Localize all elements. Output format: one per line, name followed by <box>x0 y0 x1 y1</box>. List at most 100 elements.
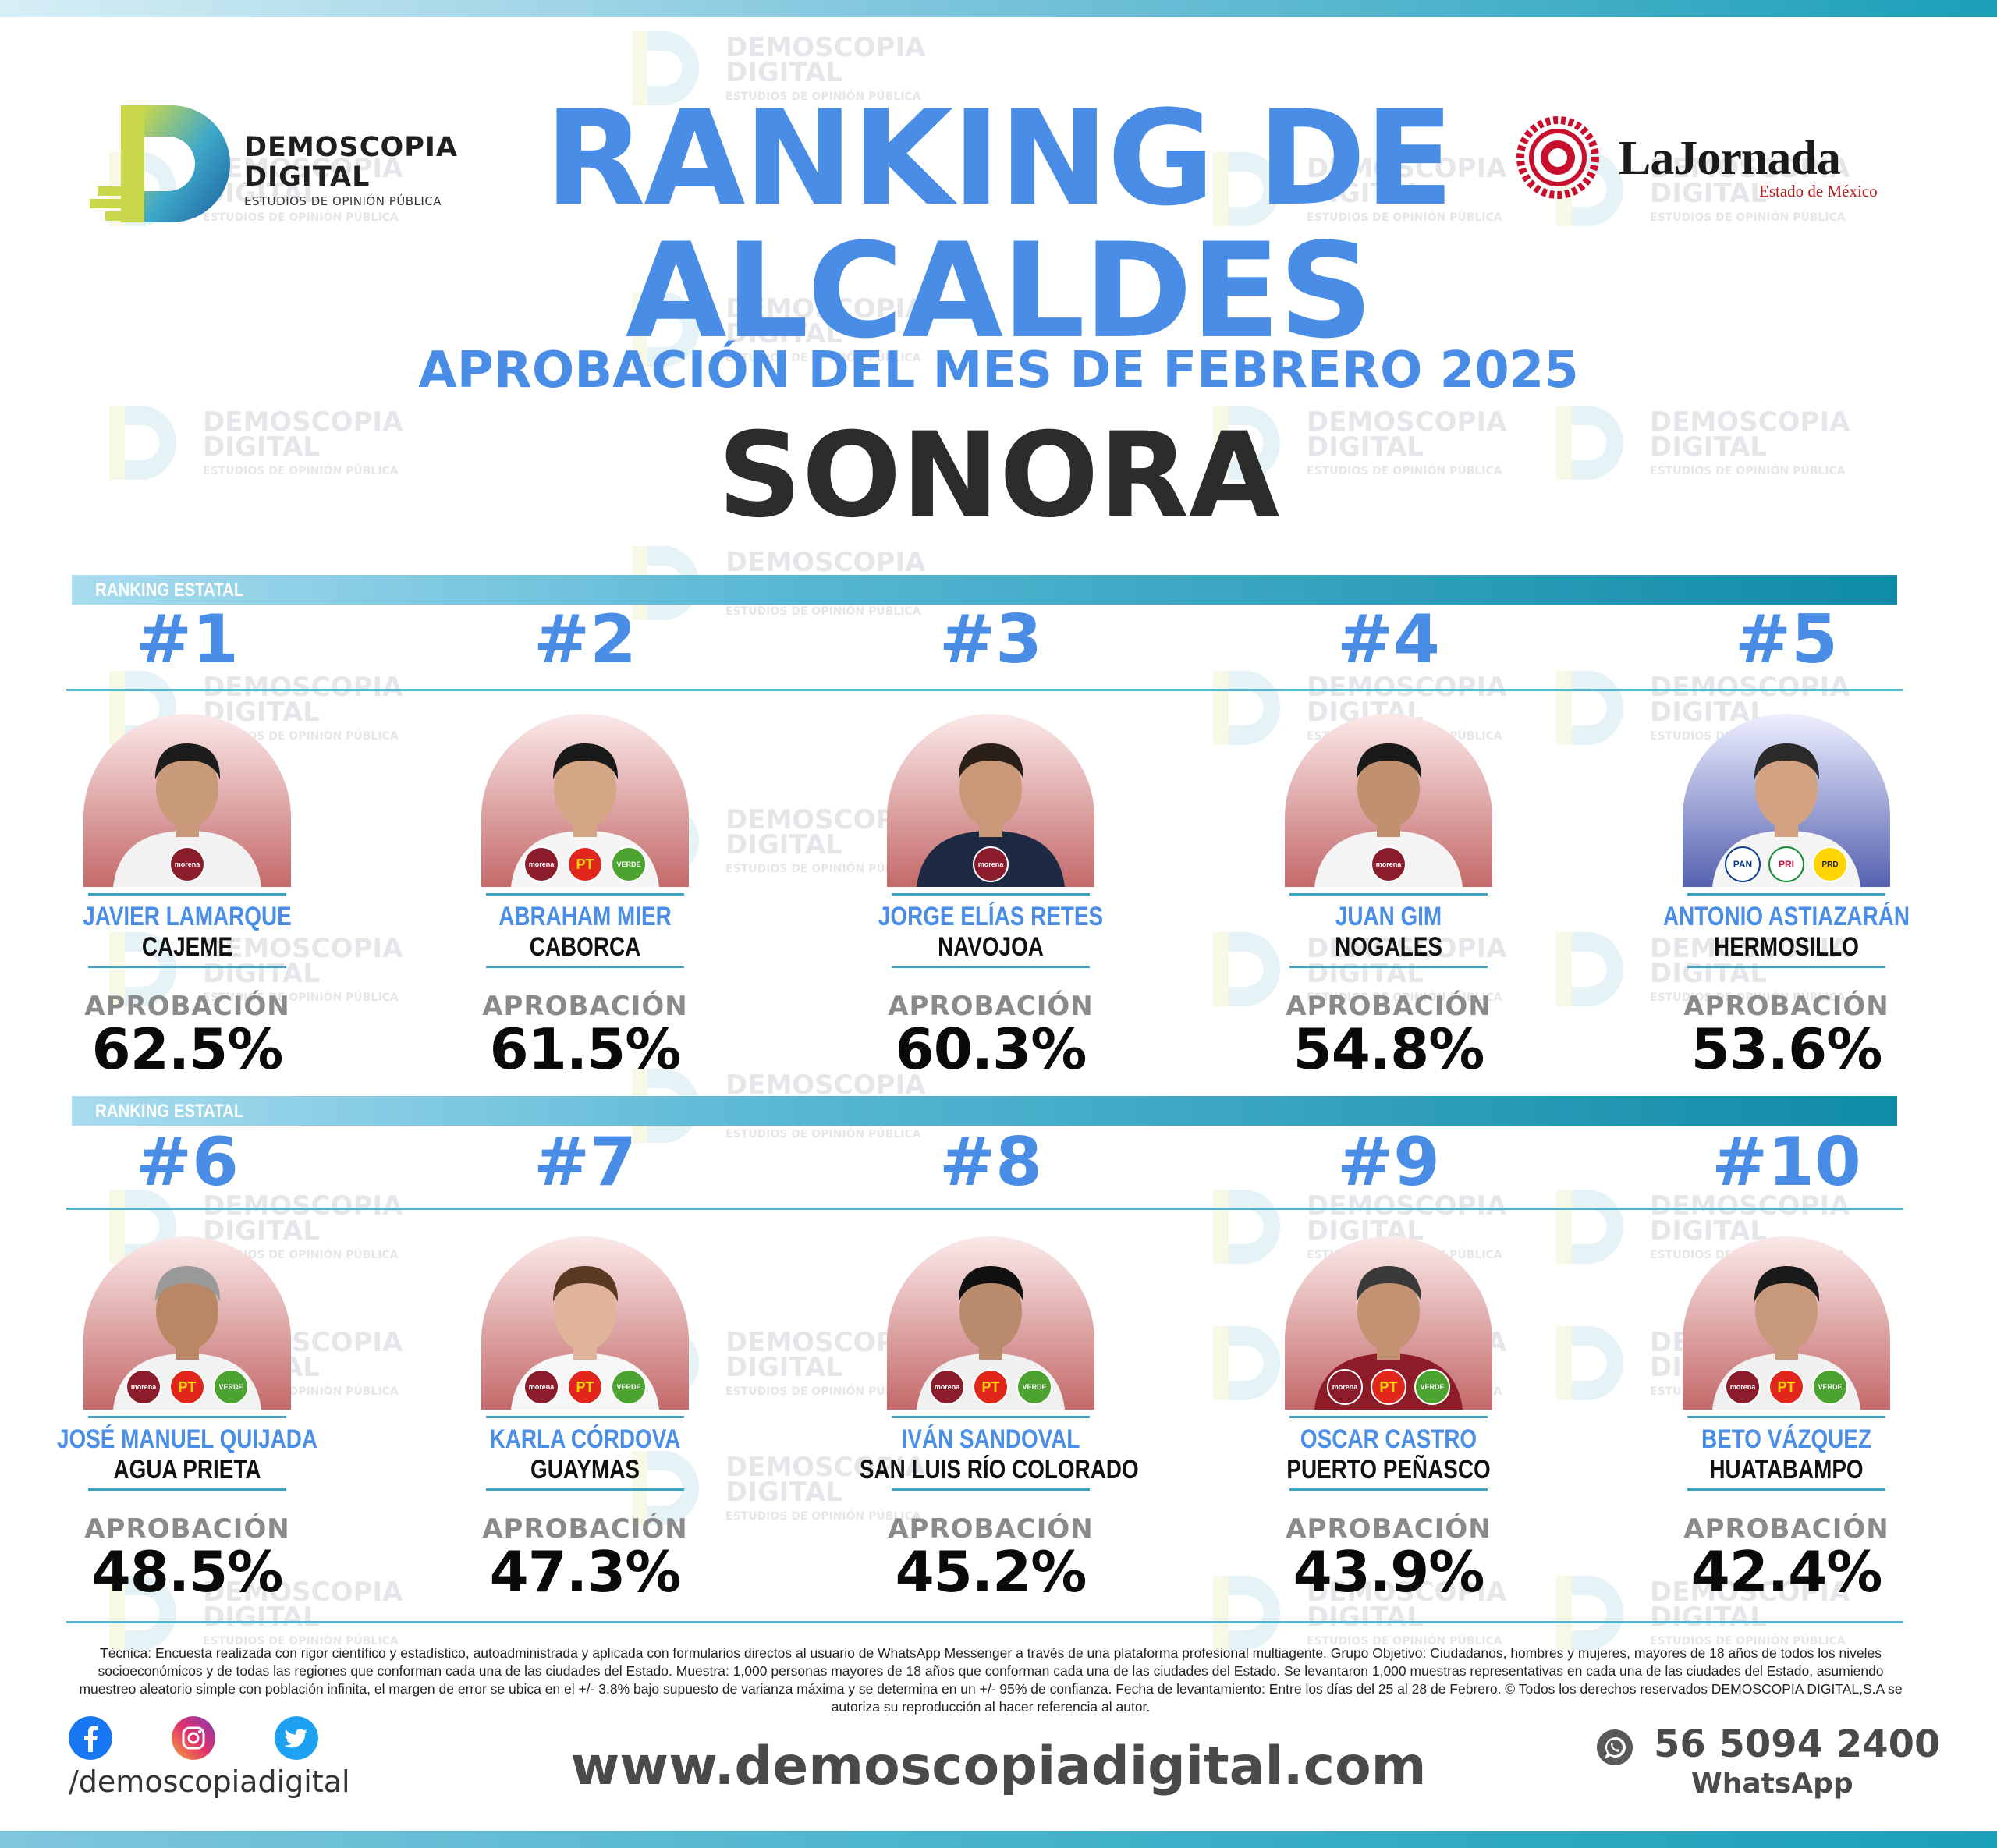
mayor-name: JUAN GIM <box>1335 902 1442 931</box>
party-morena-icon: morena <box>523 846 559 882</box>
municipality-name: NAVOJOA <box>938 932 1044 962</box>
main-title-line2: ALCALDES <box>625 215 1374 367</box>
section-label: RANKING ESTATAL <box>95 1101 244 1122</box>
mayor-photo: morena PT VERDE <box>83 1236 291 1410</box>
la-jornada-logo: LaJornada Estado de México <box>1509 109 1899 211</box>
mayor-card: #1 morena JAVIER LAMARQUE CAJEME APROBACIÓN 6… <box>59 601 316 1082</box>
name-divider <box>892 893 1090 896</box>
mayor-photo: morena <box>83 714 291 887</box>
city-divider <box>1687 1488 1885 1491</box>
state-title: SONORA <box>717 408 1280 544</box>
la-jornada-subtitle: Estado de México <box>1759 182 1878 200</box>
section-band-2: RANKING ESTATAL <box>72 1096 1897 1126</box>
rank-number: #9 <box>1337 1123 1440 1201</box>
approval-label: APROBACIÓN <box>84 991 290 1022</box>
mayor-photo: morena PT VERDE <box>1683 1236 1890 1410</box>
rank-number: #3 <box>939 601 1042 679</box>
mayor-name: KARLA CÓRDOVA <box>489 1424 681 1454</box>
party-verde-icon: VERDE <box>1812 1369 1848 1405</box>
name-divider <box>1289 893 1488 896</box>
name-divider <box>1687 893 1885 896</box>
city-divider <box>88 966 286 968</box>
twitter-icon[interactable] <box>275 1716 318 1760</box>
facebook-icon[interactable] <box>69 1716 112 1760</box>
page-subtitle: APROBACIÓN DEL MES DE FEBRERO 2025 <box>418 342 1579 399</box>
mayor-photo: morena PT VERDE <box>887 1236 1094 1410</box>
website-link[interactable]: www.demoscopiadigital.com <box>570 1736 1427 1797</box>
name-divider <box>1687 1416 1885 1418</box>
party-pt-icon: PT <box>1768 1369 1804 1405</box>
section-label: RANKING ESTATAL <box>95 580 244 601</box>
party-pt-icon: PT <box>169 1369 205 1405</box>
rank-number: #4 <box>1337 601 1440 679</box>
party-badges: morena PT VERDE <box>83 1369 291 1405</box>
municipality-name: CABORCA <box>529 932 641 962</box>
name-divider <box>88 1416 286 1418</box>
approval-percent: 53.6% <box>1690 1016 1883 1082</box>
mayor-card: #7 morena PT VERDE KARLA CÓRDOVA GUAYMAS APROB… <box>456 1123 714 1605</box>
party-badges: morena <box>83 846 291 882</box>
mayor-card: #6 morena PT VERDE JOSÉ MANUEL QUIJADA AGUA P… <box>57 1123 317 1605</box>
mayor-card: #3 morena JORGE ELÍAS RETES NAVOJOA APROBACI… <box>862 601 1119 1082</box>
approval-percent: 62.5% <box>91 1016 284 1082</box>
rank-number: #2 <box>534 601 637 679</box>
mayor-name: IVÁN SANDOVAL <box>901 1424 1080 1454</box>
party-badges: morena PT VERDE <box>1683 1369 1890 1405</box>
party-badges: morena PT VERDE <box>887 1369 1094 1405</box>
phone-number[interactable]: 56 5094 2400 <box>1654 1722 1941 1766</box>
city-divider <box>486 966 684 968</box>
brand-name-line1: DEMOSCOPIA <box>244 132 458 163</box>
approval-percent: 42.4% <box>1690 1539 1883 1605</box>
rank-divider <box>66 1208 1903 1210</box>
party-verde-icon: VERDE <box>611 1369 647 1405</box>
approval-percent: 54.8% <box>1293 1016 1485 1082</box>
rank-number: #10 <box>1711 1123 1861 1201</box>
sun-icon <box>1516 116 1599 199</box>
party-prd-icon: PRD <box>1812 846 1848 882</box>
party-morena-icon: morena <box>523 1369 559 1405</box>
approval-label: APROBACIÓN <box>888 1513 1094 1545</box>
city-divider <box>486 1488 684 1491</box>
approval-label: APROBACIÓN <box>1286 991 1492 1022</box>
approval-percent: 61.5% <box>489 1016 682 1082</box>
party-pan-icon: PAN <box>1725 846 1761 882</box>
party-badges: morena <box>887 846 1094 882</box>
approval-percent: 48.5% <box>91 1539 284 1605</box>
party-badges: PAN PRI PRD <box>1683 846 1890 882</box>
mayor-photo: morena <box>1285 714 1492 887</box>
mayor-photo: morena <box>887 714 1094 887</box>
mayor-photo: PAN PRI PRD <box>1683 714 1890 887</box>
social-handle[interactable]: /demoscopiadigital <box>69 1765 350 1799</box>
approval-percent: 60.3% <box>895 1016 1087 1082</box>
bottom-accent-bar <box>0 1831 1997 1848</box>
instagram-icon[interactable] <box>172 1716 215 1760</box>
party-morena-icon: morena <box>973 846 1009 882</box>
approval-label: APROBACIÓN <box>482 991 688 1022</box>
party-pt-icon: PT <box>1371 1369 1406 1405</box>
mayor-name: ABRAHAM MIER <box>498 902 672 931</box>
party-morena-icon: morena <box>929 1369 965 1405</box>
mayor-card: #10 morena PT VERDE BETO VÁZQUEZ HUATABAMPO AP… <box>1658 1123 1915 1605</box>
party-badges: morena PT VERDE <box>481 1369 689 1405</box>
party-pri-icon: PRI <box>1768 846 1804 882</box>
brand-tagline: ESTUDIOS DE OPINIÓN PÚBLICA <box>244 194 442 208</box>
mayor-name: ANTONIO ASTIAZARÁN <box>1663 902 1910 931</box>
party-verde-icon: VERDE <box>1016 1369 1052 1405</box>
name-divider <box>486 1416 684 1418</box>
name-divider <box>892 1416 1090 1418</box>
name-divider <box>88 893 286 896</box>
party-morena-icon: morena <box>1725 1369 1761 1405</box>
mayor-name: BETO VÁZQUEZ <box>1701 1424 1871 1454</box>
rank-divider <box>66 689 1903 691</box>
mayor-card: #9 morena PT VERDE OSCAR CASTRO PUERTO PEÑASC… <box>1260 1123 1517 1605</box>
mayor-name: JAVIER LAMARQUE <box>83 902 292 931</box>
party-badges: morena PT VERDE <box>1285 1369 1492 1405</box>
mayor-name: OSCAR CASTRO <box>1300 1424 1477 1454</box>
municipality-name: HUATABAMPO <box>1709 1455 1864 1484</box>
municipality-name: CAJEME <box>141 932 233 962</box>
